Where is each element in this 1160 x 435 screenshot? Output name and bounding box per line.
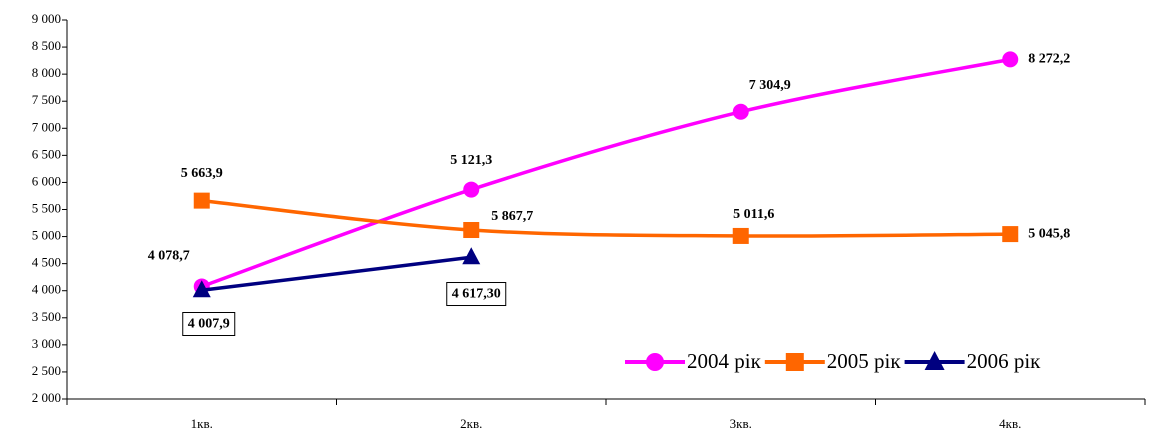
legend-marker (924, 351, 945, 370)
label-box (182, 312, 236, 337)
legend-label: 2006 рік (967, 349, 1042, 373)
point (462, 247, 481, 265)
legend-item: 2004 рік (625, 349, 762, 373)
legend-label: 2004 рік (687, 349, 762, 373)
x-tick-label: 4кв. (999, 416, 1021, 431)
legend-item: 2005 рік (764, 349, 902, 373)
y-tick-label: 8 500 (32, 38, 61, 53)
point (463, 181, 480, 198)
y-tick-label: 5 500 (32, 200, 61, 215)
y-tick-label: 6 000 (32, 173, 61, 188)
y-tick-label: 7 500 (32, 92, 61, 107)
data-label: 5 121,3 (450, 153, 492, 168)
point (732, 103, 749, 120)
series: 5 663,9 5 121,3 5 011,6 5 045,8 (181, 153, 1070, 244)
data-label: 7 304,9 (749, 78, 791, 93)
x-tick-label: 2кв. (460, 416, 482, 431)
x-tick-label: 3кв. (730, 416, 752, 431)
y-tick-label: 3 500 (32, 309, 61, 324)
data-label: 8 272,2 (1028, 52, 1070, 67)
data-label: 4 007,9 (188, 317, 230, 332)
legend-marker (785, 353, 804, 371)
line (201, 57, 1011, 289)
y-tick-label: 7 000 (32, 119, 61, 134)
point (1002, 51, 1019, 68)
series: 4 007,9 4 617,30 (182, 247, 507, 337)
legend-item: 2006 рік (904, 349, 1042, 373)
point (193, 192, 210, 209)
data-label: 5 867,7 (491, 209, 533, 224)
data-label: 5 011,6 (733, 207, 774, 222)
line (201, 198, 1011, 238)
data-label: 5 045,8 (1028, 226, 1070, 241)
data-label: 4 617,30 (452, 287, 501, 302)
data-label: 5 663,9 (181, 166, 223, 181)
point (192, 280, 211, 298)
label-box (446, 282, 507, 307)
y-tick-label: 8 000 (32, 65, 61, 80)
legend-label: 2005 рік (827, 349, 902, 373)
legend-marker (646, 353, 664, 371)
y-tick-label: 2 000 (32, 390, 61, 405)
y-tick-label: 4 500 (32, 255, 61, 270)
point (732, 227, 749, 244)
y-tick-label: 4 000 (32, 282, 61, 297)
point (463, 222, 480, 239)
y-tick-label: 9 000 (32, 11, 61, 26)
x-tick-label: 1кв. (191, 416, 213, 431)
y-tick-label: 3 000 (32, 336, 61, 351)
point (1002, 226, 1019, 243)
line (201, 255, 472, 293)
y-tick-label: 6 500 (32, 146, 61, 161)
series: 4 078,7 5 867,7 7 304,9 8 272,2 (148, 51, 1070, 295)
data-label: 4 078,7 (148, 249, 190, 264)
y-tick-label: 5 000 (32, 228, 61, 243)
y-tick-label: 2 500 (32, 363, 61, 378)
